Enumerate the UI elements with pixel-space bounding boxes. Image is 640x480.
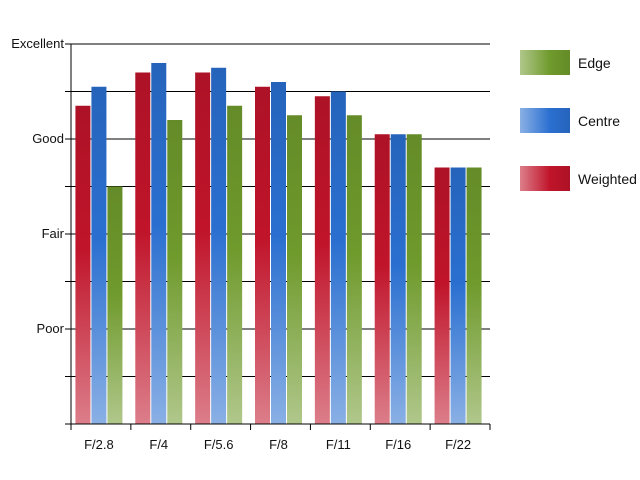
bar-centre-f8 — [271, 82, 286, 424]
y-tick-label: Poor — [37, 321, 65, 336]
bar-weighted-f8 — [255, 86, 270, 424]
x-tick-label: F/4 — [149, 437, 168, 452]
bar-weighted-f28 — [75, 105, 91, 424]
x-tick-label: F/5.6 — [204, 437, 234, 452]
bar-centre-f56 — [211, 67, 227, 424]
bar-weighted-f22 — [434, 167, 450, 424]
bar-weighted-f4 — [135, 72, 151, 424]
legend: Edge Centre Weighted — [520, 50, 637, 191]
legend-label-edge: Edge — [578, 55, 611, 71]
bar-edge-f11 — [346, 115, 362, 424]
legend-label-centre: Centre — [578, 113, 620, 129]
y-tick-label: Good — [32, 131, 64, 146]
bar-edge-f56 — [227, 105, 243, 424]
x-tick-labels: F/2.8 F/4 F/5.6 F/8 F/11 F/16 F/22 — [84, 437, 471, 452]
x-tick-label: F/2.8 — [84, 437, 114, 452]
y-tick-label: Excellent — [11, 36, 64, 51]
bars — [75, 63, 482, 424]
legend-swatch-edge — [520, 50, 570, 75]
bar-centre-f11 — [330, 91, 346, 424]
legend-swatch-centre — [520, 108, 570, 133]
x-tick-label: F/11 — [326, 437, 351, 452]
legend-swatch-weighted — [520, 166, 570, 191]
bar-centre-f22 — [450, 167, 466, 424]
y-tick-labels: Poor Fair Good Excellent — [11, 36, 64, 336]
x-tick-label: F/16 — [385, 437, 411, 452]
axes — [65, 43, 491, 430]
bar-edge-f16 — [406, 134, 422, 424]
bar-centre-f16 — [390, 134, 406, 424]
y-tick-label: Fair — [42, 226, 65, 241]
bar-weighted-f11 — [314, 96, 330, 424]
bar-edge-f4 — [167, 120, 183, 424]
legend-label-weighted: Weighted — [578, 171, 637, 187]
bar-weighted-f16 — [374, 134, 390, 424]
x-tick-label: F/22 — [445, 437, 471, 452]
bar-centre-f28 — [91, 86, 107, 424]
bar-centre-f4 — [151, 63, 167, 424]
x-tick-label: F/8 — [269, 437, 288, 452]
bar-edge-f28 — [107, 186, 123, 424]
bar-weighted-f56 — [195, 72, 211, 424]
bar-edge-f8 — [287, 115, 302, 424]
bar-edge-f22 — [466, 167, 482, 424]
